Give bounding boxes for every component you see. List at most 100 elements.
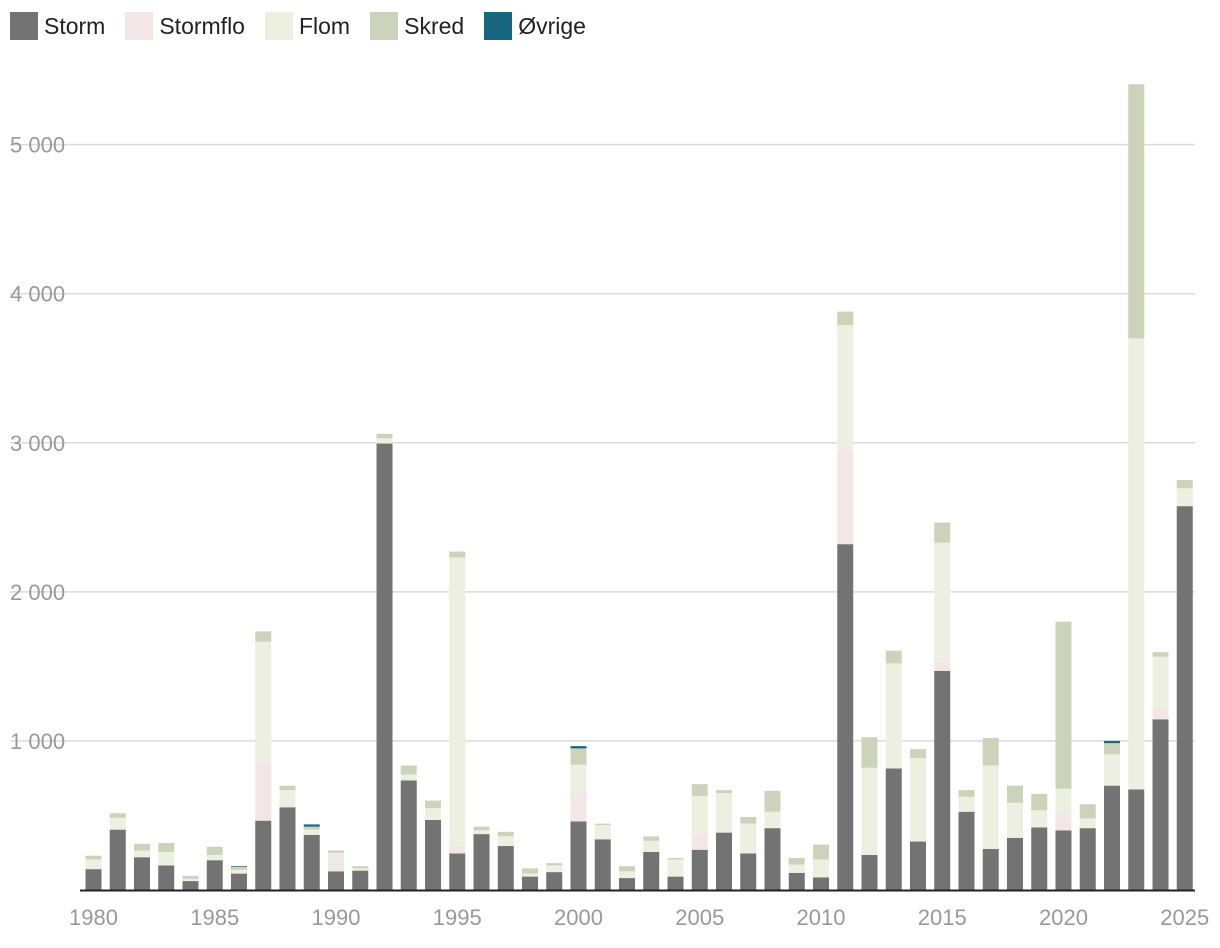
bar-flom-1996 <box>473 830 490 835</box>
bar-skred-1988 <box>279 785 296 791</box>
bar-storm-1989 <box>303 834 320 890</box>
bar-flom-1981 <box>109 817 126 830</box>
axes: 1 000 2 000 3 000 4 000 5 000 1980 1985 1990 199… <box>10 133 1209 930</box>
bar-skred-2023 <box>1128 84 1145 339</box>
bar-skred-1996 <box>473 826 490 831</box>
bar-storm-1999 <box>546 872 563 890</box>
bar-skred-2024 <box>1152 652 1169 657</box>
x-tick-label: 2005 <box>675 905 724 930</box>
bar-flom-2016 <box>958 796 975 812</box>
bar-stormflo-2020 <box>1055 813 1072 831</box>
bar-stormflo-2024 <box>1152 707 1169 720</box>
bar-skred-2018 <box>1007 785 1023 803</box>
bar-skred-2015 <box>934 522 951 543</box>
bar-storm-1986 <box>231 873 247 890</box>
legend-swatch-ovrige <box>484 12 513 40</box>
x-tick-label: 2025 <box>1160 905 1209 930</box>
bar-stormflo-2015 <box>934 661 951 671</box>
legend-label-skred: Skred <box>404 12 465 39</box>
bar-flom-1998 <box>522 873 538 877</box>
bar-flom-2017 <box>982 765 999 850</box>
bar-flom-2006 <box>716 793 732 833</box>
bar-flom-2025 <box>1176 488 1193 507</box>
bar-skred-2021 <box>1079 804 1096 819</box>
bar-flom-2020 <box>1055 788 1072 814</box>
x-tick-label: 1990 <box>312 905 361 930</box>
y-tick-label: 2 000 <box>10 580 65 605</box>
bar-stormflo-2005 <box>691 833 708 850</box>
bar-storm-1993 <box>400 780 417 890</box>
bar-storm-2015 <box>934 670 951 890</box>
bar-flom-2007 <box>740 823 757 854</box>
legend-item-flom: Flom <box>264 12 350 40</box>
bar-storm-2001 <box>594 839 611 890</box>
bar-flom-1994 <box>425 808 441 820</box>
bar-skred-1986 <box>231 866 247 870</box>
bar-skred-2012 <box>861 737 878 768</box>
bar-skred-1983 <box>158 843 175 852</box>
x-tick-label: 1980 <box>69 905 118 930</box>
bar-skred-2020 <box>1055 621 1072 789</box>
bar-storm-1980 <box>85 869 102 890</box>
bar-storm-2008 <box>764 828 781 890</box>
bar-skred-2005 <box>691 784 708 797</box>
bar-flom-2003 <box>643 840 660 852</box>
bar-flom-1985 <box>206 854 223 861</box>
legend-label-ovrige: Øvrige <box>518 12 586 39</box>
bar-storm-2000 <box>570 821 587 890</box>
bar-storm-1991 <box>352 870 369 890</box>
legend-label-stormflo: Stormflo <box>159 12 245 39</box>
bar-flom-2022 <box>1104 754 1120 786</box>
bar-flom-1986 <box>231 869 247 874</box>
bar-flom-1997 <box>497 836 514 847</box>
bar-storm-1982 <box>134 857 150 890</box>
bar-skred-2001 <box>594 823 611 826</box>
bar-flom-1984 <box>182 878 199 882</box>
y-tick-label: 4 000 <box>10 282 65 307</box>
legend-swatch-skred <box>370 12 399 40</box>
bar-storm-1981 <box>109 829 126 890</box>
bar-skred-1992 <box>376 433 393 439</box>
x-tick-label: 1995 <box>433 905 482 930</box>
bar-flom-1993 <box>400 774 417 781</box>
bar-skred-1981 <box>109 813 126 818</box>
bar-flom-2015 <box>934 542 951 662</box>
bar-storm-1995 <box>449 853 466 890</box>
bar-flom-2009 <box>788 864 805 873</box>
bar-skred-2022 <box>1104 743 1120 755</box>
bar-skred-2016 <box>958 790 975 797</box>
bar-storm-2009 <box>788 872 805 890</box>
legend-item-skred: Skred <box>370 12 464 40</box>
bar-ovrige-2000 <box>570 746 587 749</box>
bar-storm-2022 <box>1104 785 1120 890</box>
legend: Storm Stormflo Flom Skred Øvrige <box>10 12 606 40</box>
x-tick-label: 1985 <box>190 905 239 930</box>
bar-skred-2003 <box>643 836 660 841</box>
bar-skred-2006 <box>716 790 732 794</box>
x-tick-label: 2015 <box>918 905 967 930</box>
bar-stormflo-1987 <box>255 762 272 821</box>
bar-flom-1999 <box>546 865 563 873</box>
bar-flom-1980 <box>85 859 102 870</box>
bar-skred-2002 <box>619 866 635 872</box>
bar-skred-1990 <box>328 850 344 853</box>
bar-storm-2004 <box>667 876 684 890</box>
bar-skred-1989 <box>303 826 320 830</box>
bar-flom-1989 <box>303 829 320 835</box>
bar-flom-2012 <box>861 767 878 855</box>
bar-flom-2001 <box>594 825 611 840</box>
bar-skred-2008 <box>764 790 781 812</box>
bar-storm-1996 <box>473 834 490 890</box>
bar-skred-1997 <box>497 831 514 837</box>
bar-skred-2025 <box>1176 480 1193 489</box>
bar-skred-1980 <box>85 855 102 860</box>
bar-storm-2018 <box>1007 837 1023 890</box>
bar-skred-1998 <box>522 868 538 874</box>
bar-storm-2017 <box>982 849 999 890</box>
legend-item-ovrige: Øvrige <box>484 12 586 40</box>
bar-storm-2012 <box>861 854 878 890</box>
bar-storm-2010 <box>813 877 829 890</box>
legend-label-storm: Storm <box>44 12 106 39</box>
